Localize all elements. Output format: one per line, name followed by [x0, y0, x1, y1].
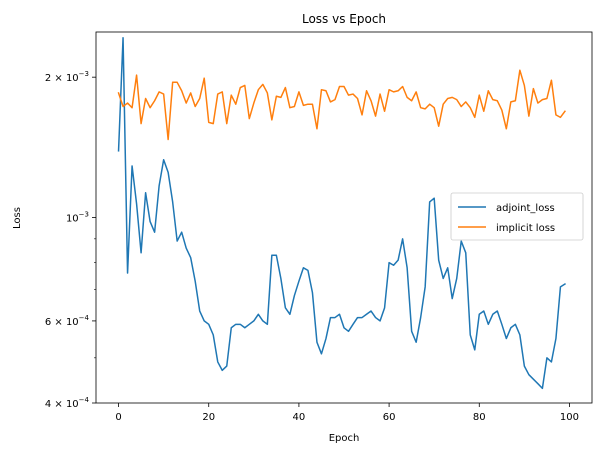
legend: adjoint_loss implicit loss: [450, 192, 584, 241]
x-tick-label: 100: [560, 412, 579, 423]
x-tick-label: 40: [293, 412, 306, 423]
y-tick-label: 10−3: [66, 211, 89, 225]
x-tick-label: 20: [202, 412, 215, 423]
y-tick-label: 2 × 10−3: [45, 70, 89, 84]
x-tick-label: 60: [383, 412, 396, 423]
series-line-adjoint-loss: [117, 37, 566, 390]
x-tick-label: 0: [115, 412, 121, 423]
legend-box: [450, 192, 584, 241]
x-axis-label: Epoch: [329, 433, 360, 444]
y-tick-label: 6 × 10−4: [45, 314, 90, 328]
chart-title: Loss vs Epoch: [302, 12, 386, 26]
x-axis: 0 20 40 60 80 100: [115, 403, 579, 423]
series-layer: [117, 37, 566, 390]
x-tick-label: 80: [473, 412, 486, 423]
y-axis-label: Loss: [12, 207, 23, 229]
series-line-implicit-loss: [117, 69, 566, 141]
y-tick-label: 4 × 10−4: [45, 396, 90, 410]
legend-label-implicit-loss: implicit loss: [496, 223, 555, 234]
legend-label-adjoint-loss: adjoint_loss: [496, 203, 555, 214]
y-axis: 4 × 10−4 6 × 10−4 10−3 2 × 10−3: [45, 70, 96, 410]
